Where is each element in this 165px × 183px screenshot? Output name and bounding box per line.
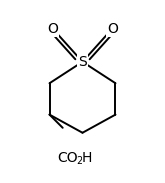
Text: S: S bbox=[78, 55, 87, 69]
Text: 2: 2 bbox=[77, 156, 83, 166]
Text: O: O bbox=[47, 22, 58, 36]
Text: O: O bbox=[107, 22, 118, 36]
Text: CO: CO bbox=[58, 150, 78, 165]
Text: H: H bbox=[82, 150, 92, 165]
